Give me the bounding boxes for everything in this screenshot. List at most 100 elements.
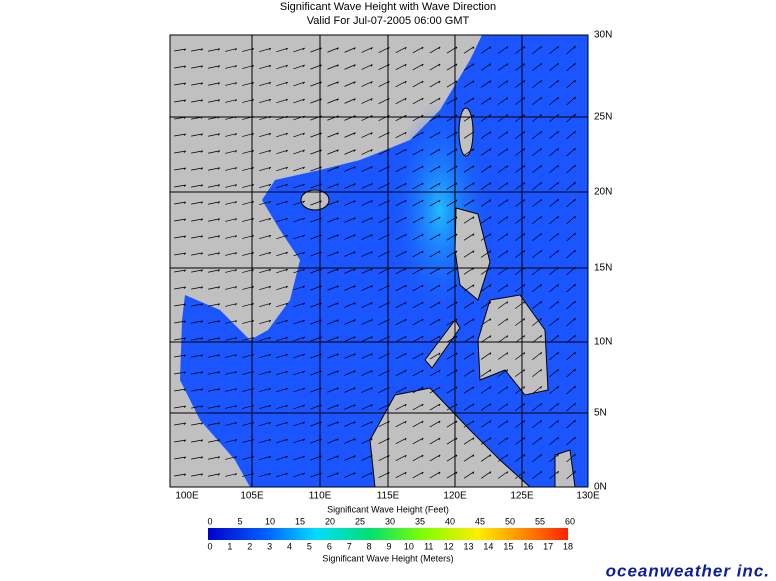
arrow <box>208 371 221 375</box>
arrow <box>259 200 272 206</box>
arrow <box>174 167 187 171</box>
arrow <box>208 354 221 358</box>
arrow <box>276 387 288 393</box>
arrow <box>566 130 576 140</box>
arrow <box>566 164 576 174</box>
arrow <box>191 388 204 392</box>
arrow <box>327 234 339 240</box>
arrow <box>463 386 475 394</box>
arrow <box>497 182 509 190</box>
arrow <box>174 150 187 154</box>
arrow <box>463 250 475 258</box>
arrow <box>429 420 441 428</box>
arrow <box>225 473 238 477</box>
arrow <box>549 419 559 429</box>
arrow <box>412 403 424 411</box>
arrow <box>327 438 339 444</box>
arrow <box>276 404 288 410</box>
meters-label: 9 <box>386 541 391 551</box>
arrow <box>259 438 272 444</box>
arrow <box>191 82 204 86</box>
arrow <box>327 302 339 308</box>
arrow <box>515 148 526 156</box>
latitude-label: 5N <box>594 408 607 419</box>
arrow <box>395 352 407 360</box>
arrow <box>191 473 204 477</box>
arrow <box>259 234 272 240</box>
arrow <box>515 182 526 190</box>
arrow <box>174 337 187 341</box>
longitude-label: 130E <box>576 491 600 502</box>
arrow <box>208 99 221 103</box>
arrow <box>293 370 305 376</box>
arrow <box>566 249 576 259</box>
arrow <box>429 216 441 224</box>
arrow <box>361 166 373 172</box>
arrow <box>327 251 339 257</box>
arrow <box>225 371 238 375</box>
meters-label: 8 <box>367 541 372 551</box>
arrow <box>532 249 543 259</box>
meters-label: 16 <box>523 541 533 551</box>
meters-label: 1 <box>227 541 232 551</box>
arrow <box>515 46 526 54</box>
arrow <box>293 251 305 257</box>
arrow <box>208 320 221 324</box>
arrow <box>532 147 543 157</box>
arrow <box>463 131 475 139</box>
arrow <box>549 113 559 123</box>
arrow <box>566 215 576 225</box>
arrow <box>293 81 305 87</box>
arrow <box>429 352 441 360</box>
arrow <box>191 99 204 103</box>
arrow <box>259 285 272 291</box>
arrow <box>276 455 288 461</box>
arrow <box>515 131 526 139</box>
feet-label: 25 <box>355 516 365 526</box>
arrow <box>429 182 441 190</box>
arrow <box>549 181 559 191</box>
arrow <box>361 438 373 444</box>
arrow <box>532 215 543 225</box>
arrow <box>361 251 373 257</box>
arrow <box>225 337 238 341</box>
arrow <box>327 217 339 223</box>
arrow <box>208 337 221 341</box>
latitude-label: 20N <box>594 187 612 198</box>
arrow <box>497 199 509 207</box>
arrow <box>463 301 475 309</box>
arrow <box>327 98 339 104</box>
arrow <box>276 370 288 376</box>
arrow <box>532 232 543 242</box>
arrow <box>327 421 339 427</box>
arrow <box>191 201 204 205</box>
arrow <box>293 438 305 444</box>
arrow <box>344 387 356 393</box>
arrow <box>480 335 492 343</box>
arrow <box>497 284 509 292</box>
arrow <box>566 283 576 293</box>
arrow <box>497 386 509 394</box>
arrow <box>549 96 559 106</box>
arrow <box>412 148 424 156</box>
arrow <box>532 164 543 174</box>
feet-label: 35 <box>415 516 425 526</box>
arrow <box>293 387 305 393</box>
arrow <box>191 48 204 52</box>
arrow <box>191 150 204 154</box>
arrow <box>549 470 559 480</box>
arrow <box>259 319 272 325</box>
arrow <box>515 114 526 122</box>
arrow <box>174 133 187 137</box>
arrow <box>532 402 543 412</box>
arrow <box>532 181 543 191</box>
arrow <box>259 251 272 257</box>
arrow <box>480 386 492 394</box>
arrow <box>191 167 204 171</box>
arrow <box>497 80 509 88</box>
colorbar <box>208 528 568 540</box>
arrow <box>259 217 272 223</box>
arrow <box>480 471 492 479</box>
arrow <box>293 268 305 274</box>
arrow <box>293 64 305 70</box>
